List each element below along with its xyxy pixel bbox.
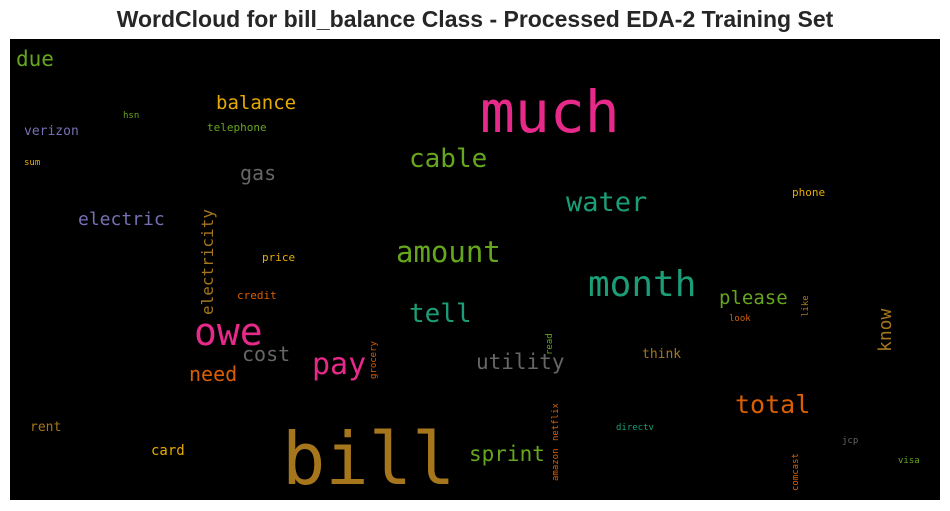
word-comcast: comcast xyxy=(791,453,801,491)
word-amazon: amazon xyxy=(551,448,561,481)
word-phone: phone xyxy=(792,186,826,199)
word-please: please xyxy=(719,287,788,309)
wordcloud-canvas: bill much owe month amount pay cable wat… xyxy=(10,39,940,500)
word-electric: electric xyxy=(78,209,165,230)
word-utility: utility xyxy=(476,350,565,374)
word-total: total xyxy=(735,390,811,419)
word-look: look xyxy=(729,314,751,324)
word-price: price xyxy=(262,251,296,264)
word-jcp: jcp xyxy=(842,436,859,446)
word-water: water xyxy=(566,187,648,218)
word-need: need xyxy=(189,362,238,386)
word-due: due xyxy=(16,47,54,71)
word-verizon: verizon xyxy=(24,124,79,139)
word-month: month xyxy=(588,264,697,305)
word-telephone: telephone xyxy=(207,121,267,134)
word-visa: visa xyxy=(898,456,920,466)
word-grocery: grocery xyxy=(369,341,379,379)
word-netflix: netflix xyxy=(551,403,561,441)
word-pay: pay xyxy=(312,347,367,382)
word-balance: balance xyxy=(216,92,297,114)
word-think: think xyxy=(642,347,682,362)
word-read: read xyxy=(545,333,555,355)
word-cable: cable xyxy=(409,144,488,174)
word-sum: sum xyxy=(24,158,41,168)
word-credit: credit xyxy=(237,289,277,302)
word-directv: directv xyxy=(616,423,654,433)
word-amount: amount xyxy=(396,235,501,269)
word-owe: owe xyxy=(194,310,263,354)
chart-title: WordCloud for bill_balance Class - Proce… xyxy=(116,6,834,32)
word-card: card xyxy=(151,443,185,459)
word-bill: bill xyxy=(282,417,456,500)
word-gas: gas xyxy=(240,161,277,185)
word-hsn: hsn xyxy=(123,111,140,121)
word-cost: cost xyxy=(242,342,291,366)
word-tell: tell xyxy=(409,299,472,329)
word-know: know xyxy=(875,308,896,352)
word-like: like xyxy=(801,295,811,317)
word-electricity: electricity xyxy=(198,209,217,315)
word-much: much xyxy=(480,78,620,146)
word-rent: rent xyxy=(30,420,62,435)
word-sprint: sprint xyxy=(469,442,545,466)
